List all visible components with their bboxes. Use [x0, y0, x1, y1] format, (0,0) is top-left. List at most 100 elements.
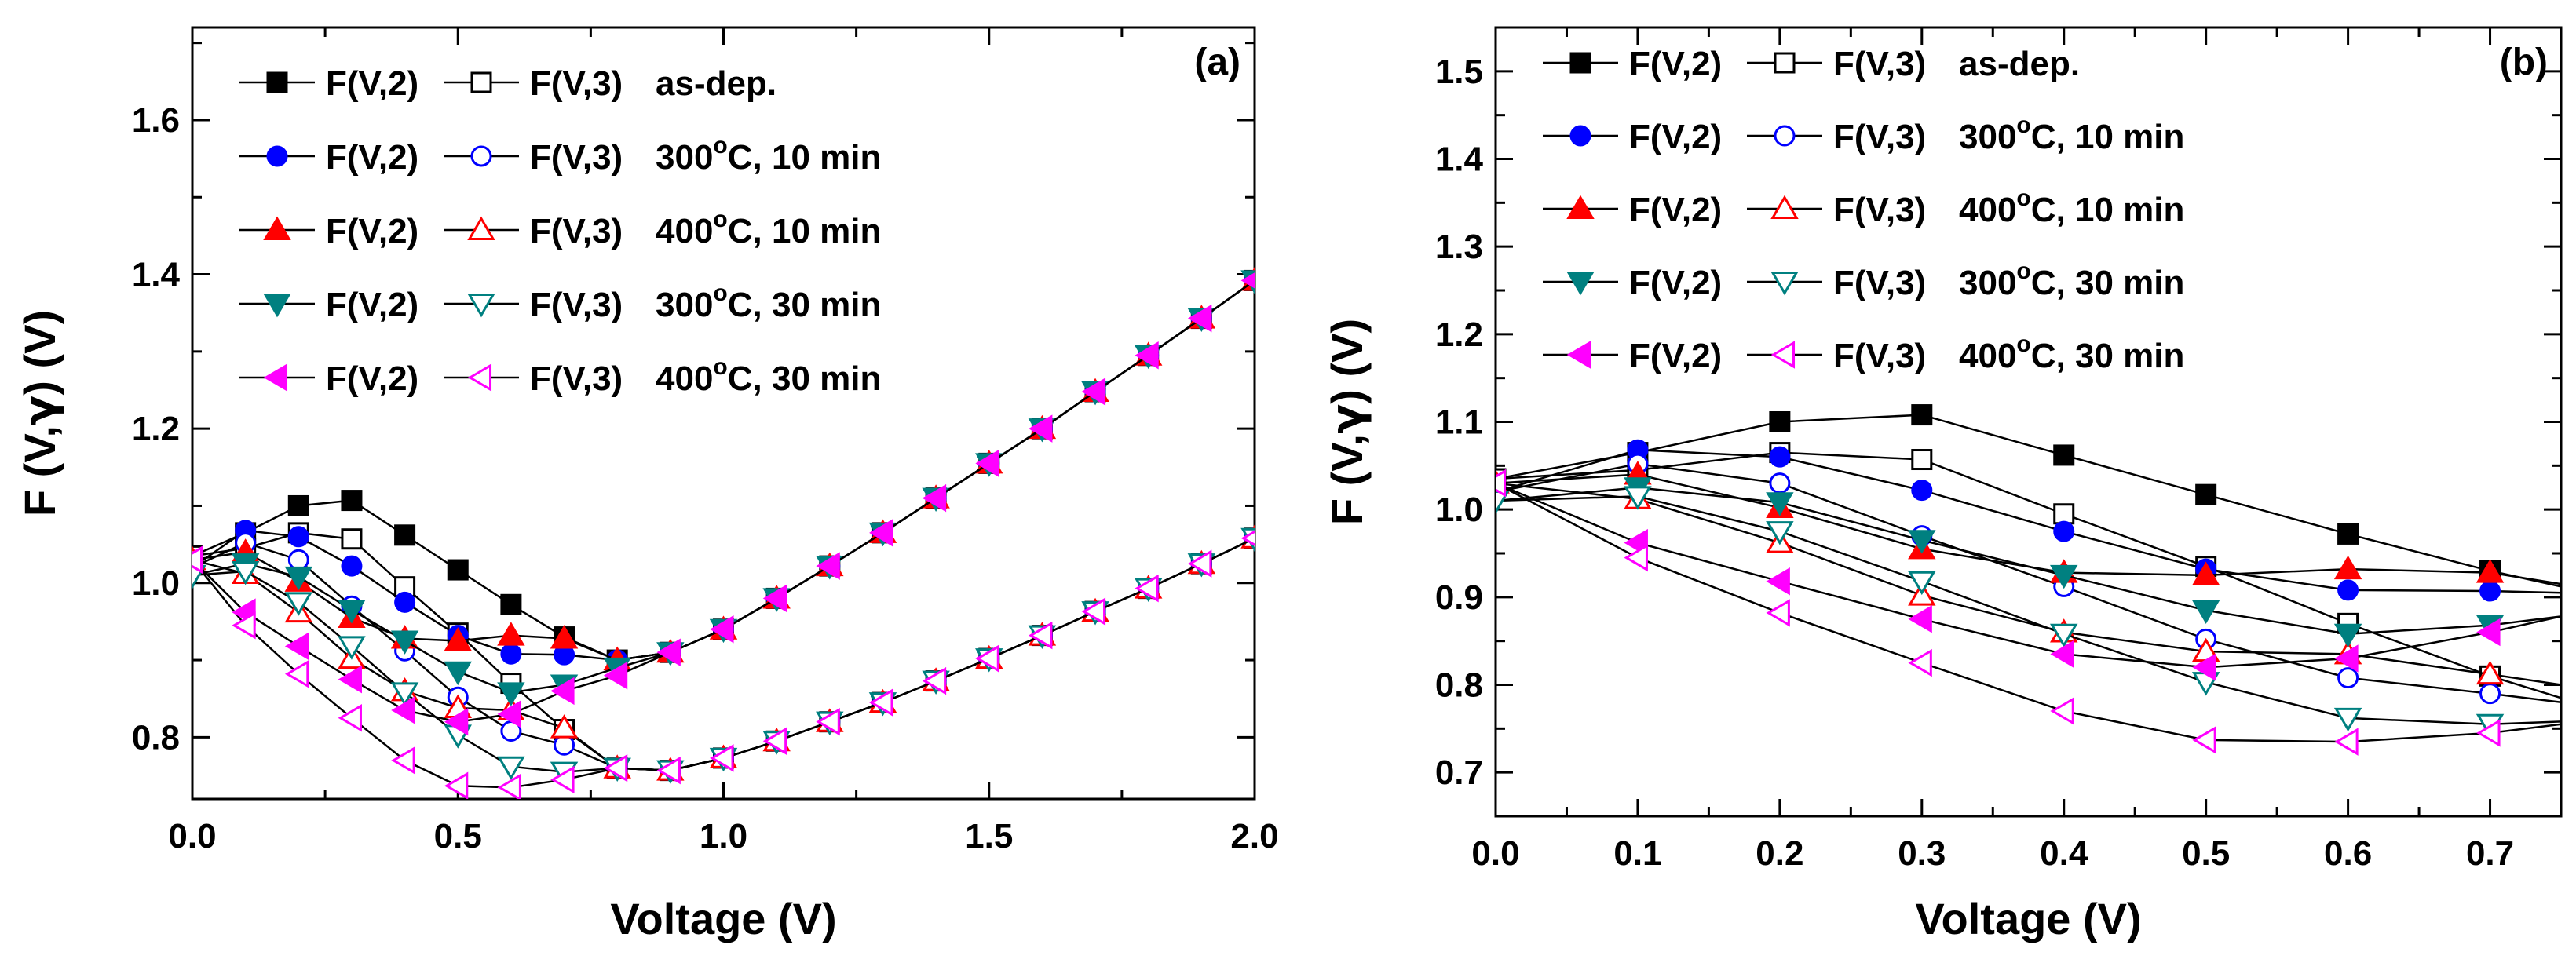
- legend-condition-temp: 300: [656, 286, 713, 324]
- legend-marker-filled: [266, 145, 288, 167]
- legend-condition: 300oC, 30 min: [1959, 258, 2184, 302]
- data-point-f2: [1911, 404, 1933, 426]
- legend-f3-label: F(V,3): [1833, 118, 1926, 156]
- legend-f2-label: F(V,2): [326, 212, 418, 250]
- data-point-f3: [1624, 486, 1652, 510]
- data-point-f3: [192, 545, 203, 575]
- data-point-f3: [1187, 549, 1212, 578]
- data-point-f2: [762, 584, 787, 613]
- data-point-f3: [1496, 490, 1510, 515]
- data-point-f3: [554, 734, 575, 756]
- data-point-f2: [497, 622, 525, 646]
- legend-marker-open: [1770, 341, 1796, 369]
- data-point-f3: [497, 756, 525, 781]
- data-point-f2: [394, 524, 416, 546]
- data-point-f3: [869, 688, 893, 717]
- legend-marker-open: [470, 145, 492, 167]
- series-3: [192, 270, 1255, 786]
- legend-condition: as-dep.: [656, 64, 776, 103]
- data-point-f2: [2479, 580, 2501, 602]
- y-tick-label: 1.2: [132, 410, 180, 448]
- panel-label: (a): [1194, 42, 1240, 83]
- x-tick-label: 2.0: [1230, 817, 1278, 855]
- data-point-f2: [2053, 444, 2075, 466]
- data-point-f2: [287, 526, 309, 548]
- legend: F(V,2) F(V,3) as-dep.F(V,2) F(V,3) 300oC, 10…: [1543, 45, 2184, 375]
- data-point-f3: [192, 564, 206, 589]
- data-point-f3: [1029, 621, 1053, 650]
- legend-marker-filled: [1569, 52, 1591, 74]
- data-point-f3: [550, 765, 575, 794]
- data-point-f2: [2053, 520, 2075, 542]
- y-axis-label-part: γ: [15, 396, 66, 425]
- legend-f2-label: F(V,2): [326, 359, 418, 398]
- data-point-f2: [2191, 561, 2220, 585]
- legend-f3-label: F(V,3): [1833, 337, 1926, 375]
- legend-condition-degree: o: [713, 206, 727, 232]
- data-point-f2: [284, 632, 309, 661]
- data-point-f3: [390, 682, 419, 706]
- y-tick-label: 0.9: [1435, 578, 1483, 617]
- data-point-f2: [2333, 623, 2362, 648]
- legend-condition-temp: 400: [656, 359, 713, 398]
- legend-f2-label: F(V,2): [326, 138, 418, 177]
- data-point-f2: [444, 707, 469, 736]
- data-point-f3: [287, 549, 309, 571]
- series-4: [1496, 469, 2561, 756]
- y-tick-label: 1.2: [1435, 316, 1483, 354]
- data-point-f3: [1908, 648, 1932, 677]
- legend-condition: 400oC, 30 min: [1959, 331, 2184, 375]
- data-point-f3: [338, 636, 366, 660]
- series-0: [192, 269, 1255, 782]
- data-point-f3: [497, 773, 521, 799]
- data-point-f2: [2049, 564, 2078, 589]
- data-point-f2: [1908, 530, 1936, 554]
- legend-marker-filled: [1566, 341, 1591, 369]
- legend-condition: 400oC, 10 min: [1959, 185, 2184, 229]
- data-point-f2: [1029, 414, 1053, 443]
- x-tick-label: 0.2: [1756, 834, 1803, 873]
- data-point-f2: [338, 665, 362, 694]
- data-point-f3: [922, 666, 947, 695]
- data-point-f3: [2334, 728, 2359, 756]
- legend-marker-open: [467, 216, 495, 241]
- legend-f3-label: F(V,3): [530, 359, 623, 398]
- x-tick-label: 1.5: [965, 817, 1013, 855]
- data-point-f2: [1135, 341, 1159, 370]
- y-tick-label: 0.7: [1435, 753, 1483, 792]
- data-point-f2: [1766, 492, 1794, 516]
- data-point-f2: [1187, 304, 1212, 333]
- data-point-f2: [394, 591, 416, 613]
- y-tick-label: 0.8: [132, 718, 180, 757]
- data-point-f3: [231, 560, 260, 585]
- data-layer: [1496, 404, 2561, 756]
- x-tick-label: 0.0: [168, 817, 216, 855]
- legend-f2-label: F(V,2): [326, 286, 418, 324]
- legend-marker-filled: [263, 216, 291, 241]
- legend-marker-filled: [1566, 271, 1595, 296]
- data-layer: [192, 267, 1255, 799]
- data-point-f2: [816, 552, 840, 580]
- series-1: [192, 269, 1255, 782]
- data-point-f2: [1769, 411, 1791, 432]
- legend-marker-open: [1774, 125, 1796, 147]
- data-point-f3: [1908, 571, 1936, 596]
- legend-f2-label: F(V,2): [1629, 191, 1722, 229]
- legend-marker-open: [1774, 52, 1796, 74]
- legend-condition-temp: 400: [1959, 337, 2016, 375]
- data-point-f2: [2334, 644, 2359, 673]
- legend-condition: 400oC, 30 min: [656, 354, 881, 398]
- y-axis-label: F (V,γ) (V): [15, 310, 66, 516]
- data-point-f2: [2050, 640, 2074, 669]
- y-tick-label: 0.8: [1435, 666, 1483, 705]
- legend-condition-rest: C, 10 min: [728, 138, 882, 177]
- data-point-f3: [391, 746, 415, 775]
- data-point-f2: [497, 700, 521, 728]
- data-point-f3: [1766, 521, 1794, 545]
- data-point-f3: [444, 771, 469, 799]
- data-point-f2: [390, 630, 419, 655]
- legend-condition: 300oC, 10 min: [656, 133, 881, 177]
- data-point-f3: [2476, 719, 2501, 747]
- data-point-f3: [975, 644, 999, 673]
